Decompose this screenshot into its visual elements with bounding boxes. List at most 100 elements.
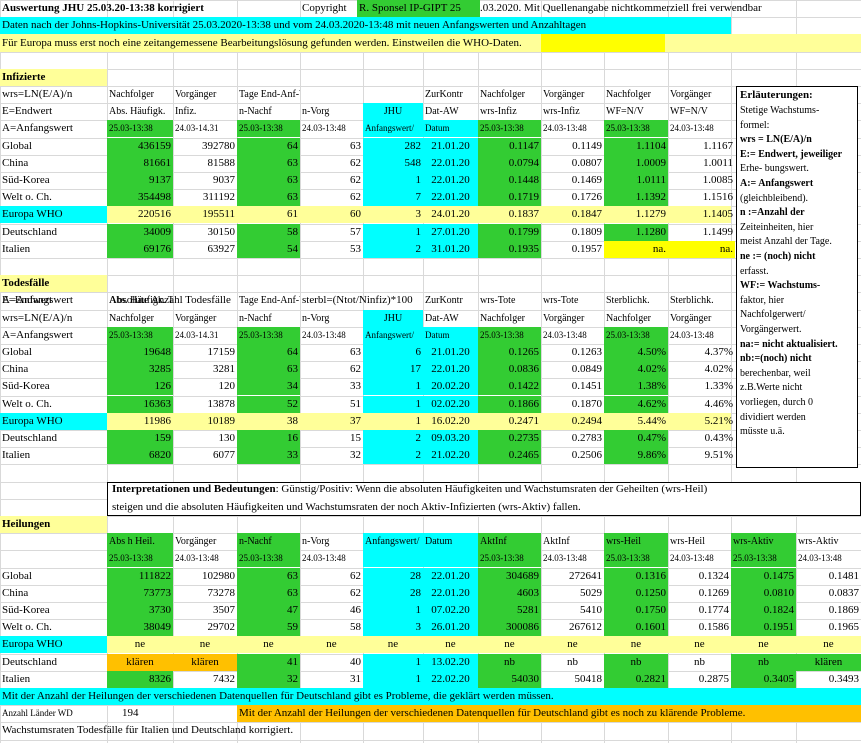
todesfaelle-hdr-7: 25.03-13:38 <box>478 327 541 344</box>
heilungen-hdr-12: 24.03-13:48 <box>798 553 842 563</box>
heilungen-cell: ne <box>263 638 274 650</box>
todesfaelle-cell: 0.1451 <box>571 380 602 392</box>
gridline-v <box>731 0 732 743</box>
heilungen-hdr-10: 24.03-13:48 <box>670 553 714 563</box>
legend-line: (gleichbleibend). <box>738 191 856 206</box>
page-title: Auswertung JHU 25.03.20-13:38 korrigiert <box>2 2 204 14</box>
laender-label: Anzahl Länder WD <box>2 708 73 718</box>
infizierte-hdr-4: n-Vorg <box>302 106 330 117</box>
todesfaelle-hdr-6: ZurKontr <box>425 295 463 306</box>
corrected-note: Wachstumsraten Todesfälle für Italien un… <box>2 724 294 736</box>
todesfaelle-hdr-0: A=Anfangswert <box>2 329 73 341</box>
infizierte-cell: 58 <box>237 224 300 241</box>
infizierte-cell: 2 <box>363 241 423 258</box>
legend-line: berechenbar, weil <box>738 366 856 381</box>
infizierte-cell: 1.1516 <box>702 191 733 203</box>
infizierte-hdr-8: Vorgänger <box>543 89 585 100</box>
heilungen-hdr-4: n-Vorg <box>302 536 330 547</box>
heilungen-hdr-11: 25.03-13:38 <box>731 550 796 567</box>
infizierte-hdr-9: 25.03-13:38 <box>604 120 668 137</box>
todesfaelle-cell: 0.2494 <box>571 415 602 427</box>
heilungen-cell: nb <box>604 654 668 671</box>
interpretation-text1: : Günstig/Positiv: Wenn die absoluten Hä… <box>275 483 708 495</box>
heilungen-cell: 32 <box>237 671 300 688</box>
heilungen-row-label: Deutschland <box>2 656 57 668</box>
infizierte-hdr-3: Tage End-Anf-Wert <box>239 89 300 100</box>
todesfaelle-cell: 1.38% <box>604 378 668 395</box>
problem1-text: Mit der Anzahl der Heilungen der verschi… <box>2 690 554 702</box>
infizierte-hdr-2: Infiz. <box>175 106 197 117</box>
todesfaelle-hdr-1: Abs. Häufigk. Tote <box>109 295 173 306</box>
infizierte-hdr-6: Datum <box>423 120 478 137</box>
infizierte-row-label: Süd-Korea <box>2 174 50 186</box>
todesfaelle-hdr-0: wrs=LN(E/A)/n <box>2 312 73 324</box>
infizierte-cell: 1.1499 <box>702 226 733 238</box>
todesfaelle-cell: 0.47% <box>604 430 668 447</box>
legend-line: E:= Endwert, jeweiliger <box>738 147 856 162</box>
infizierte-hdr-7: 25.03-13:38 <box>478 120 541 137</box>
infizierte-cell: 0.0807 <box>571 157 602 169</box>
todesfaelle-cell: 21.02.20 <box>423 447 478 464</box>
todesfaelle-row-label: Italien <box>2 449 31 461</box>
todesfaelle-cell: 17159 <box>207 346 236 358</box>
heilungen-hdr-9: wrs-Heil <box>604 533 668 550</box>
todesfaelle-cell: 2 <box>363 430 423 447</box>
legend-line: müsste u.ä. <box>738 425 856 440</box>
heilungen-cell: ne <box>758 638 769 650</box>
todesfaelle-cell: 11986 <box>143 415 171 427</box>
todesfaelle-cell: 2 <box>363 447 423 464</box>
todesfaelle-hdr-3: Tage End-Anf-Wert <box>239 295 300 306</box>
heilungen-hdr-2: Vorgänger <box>175 536 217 547</box>
infizierte-cell: 436159 <box>107 138 173 155</box>
heilungen-cell: 62 <box>350 587 361 599</box>
heilungen-hdr-10: wrs-Heil <box>670 536 705 547</box>
infizierte-cell: 22.01.20 <box>423 155 478 172</box>
infizierte-hdr-9: Nachfolger <box>606 89 651 100</box>
infizierte-cell: 24.01.20 <box>431 208 470 220</box>
heilungen-cell: 59 <box>237 619 300 636</box>
todesfaelle-cell: 64 <box>237 344 300 361</box>
todesfaelle-hdr-4: n-Vorg <box>302 313 330 324</box>
heilungen-cell: 31 <box>350 673 361 685</box>
todesfaelle-hdr-8: 24.03-13:48 <box>543 330 587 340</box>
infizierte-cell: 63 <box>350 140 361 152</box>
heilungen-cell: 07.02.20 <box>423 602 478 619</box>
infizierte-cell: 63927 <box>207 243 236 255</box>
heilungen-cell: ne <box>504 638 515 650</box>
heilungen-cell: 0.3405 <box>731 671 796 688</box>
heilungen-cell: 5029 <box>580 587 602 599</box>
tod-sub-abs: Absolute Anzahl Todesfälle <box>109 294 231 306</box>
source-line-bg <box>0 17 731 34</box>
infizierte-cell: 61 <box>287 208 298 220</box>
infizierte-cell: 0.1837 <box>508 208 539 220</box>
infizierte-cell: 81661 <box>107 155 173 172</box>
heilungen-cell: 1 <box>363 602 423 619</box>
heilungen-cell: 50418 <box>574 673 603 685</box>
todesfaelle-cell: 9.51% <box>704 449 733 461</box>
heilungen-cell: ne <box>567 638 578 650</box>
infizierte-cell: 27.01.20 <box>423 224 478 241</box>
heilungen-cell: 0.1824 <box>731 602 796 619</box>
infizierte-cell: 7 <box>363 189 423 206</box>
todesfaelle-row-label: Global <box>2 346 32 358</box>
infizierte-cell: 54 <box>237 241 300 258</box>
todesfaelle-cell: 0.0849 <box>571 363 602 375</box>
gridline-v <box>668 0 669 743</box>
tod-sub-a: A=Anfangswert <box>2 294 73 306</box>
todesfaelle-cell: 130 <box>218 432 236 444</box>
heilungen-hdr-12: wrs-Aktiv <box>798 536 839 547</box>
infizierte-cell: 63 <box>237 172 300 189</box>
heilungen-cell: ne <box>387 638 399 650</box>
todesfaelle-cell: 6820 <box>107 447 173 464</box>
legend-line: ne := (noch) nicht <box>738 250 856 264</box>
heilungen-cell: 304689 <box>478 568 541 585</box>
todesfaelle-cell: 0.1263 <box>571 346 602 358</box>
infizierte-europe-row-bg <box>0 206 731 223</box>
todesfaelle-cell: 4.62% <box>604 396 668 413</box>
heilungen-hdr-3: n-Nachf <box>237 533 300 550</box>
legend-line: n :=Anzahl der <box>738 206 856 221</box>
todesfaelle-cell: 20.02.20 <box>423 378 478 395</box>
heilungen-hdr-8: AktInf <box>543 536 570 547</box>
infizierte-cell: 9137 <box>107 172 173 189</box>
